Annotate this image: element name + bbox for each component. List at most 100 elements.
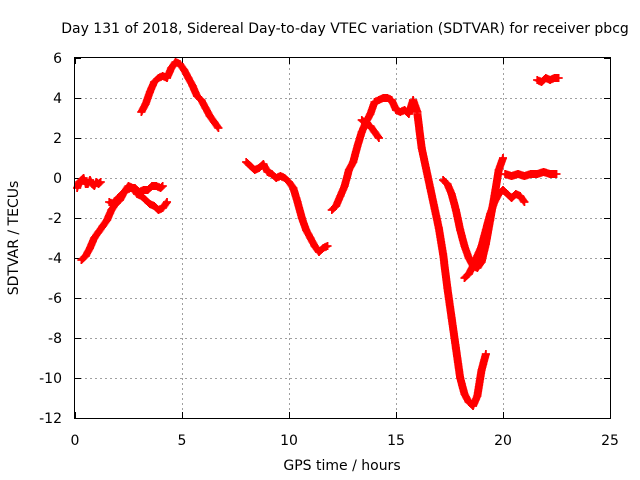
data-point	[163, 74, 172, 82]
y-tick-label: 4	[53, 91, 62, 107]
series-arc-2	[77, 182, 172, 264]
data-point	[109, 200, 118, 208]
data-point	[105, 198, 114, 206]
y-tick-label: -12	[39, 411, 62, 427]
data-point	[546, 76, 555, 84]
data-point	[426, 184, 435, 192]
data-point	[310, 242, 319, 250]
data-point	[456, 374, 465, 382]
data-point	[464, 398, 473, 406]
chart-title: Day 131 of 2018, Sidereal Day-to-day VTE…	[61, 21, 629, 37]
data-point	[141, 100, 150, 108]
data-point	[396, 108, 405, 116]
data-point	[499, 154, 507, 162]
data-point	[511, 190, 520, 198]
data-point	[201, 104, 210, 112]
data-point	[541, 74, 550, 82]
data-point	[349, 158, 358, 166]
data-point	[546, 170, 555, 178]
series-arc-12	[533, 74, 563, 86]
data-point	[293, 198, 302, 206]
data-point	[184, 74, 193, 82]
data-point	[263, 168, 272, 176]
series-markers	[242, 158, 332, 256]
data-point	[473, 252, 482, 260]
series-arc-4	[137, 58, 223, 132]
data-point	[327, 206, 336, 214]
series-arc-10	[460, 186, 529, 282]
y-tick-label: 2	[53, 131, 62, 147]
series-arc-5	[242, 158, 332, 256]
data-point	[456, 226, 465, 234]
data-point	[507, 194, 516, 202]
data-point	[107, 206, 116, 214]
data-point	[130, 184, 139, 192]
data-point	[272, 174, 281, 182]
data-point	[516, 192, 525, 200]
data-point	[499, 186, 507, 194]
data-point	[302, 226, 311, 234]
data-point	[362, 120, 371, 128]
data-point	[413, 110, 422, 118]
data-point	[477, 366, 486, 374]
series-arc-8	[413, 110, 490, 410]
data-point	[113, 194, 122, 202]
x-tick-label: 20	[494, 433, 512, 449]
data-point	[366, 110, 375, 118]
data-point	[297, 214, 306, 222]
data-point	[340, 182, 349, 190]
data-point	[439, 250, 448, 258]
data-point	[464, 270, 473, 278]
data-point	[370, 128, 379, 136]
data-point	[90, 234, 99, 242]
data-point	[323, 242, 332, 250]
data-point	[246, 162, 255, 170]
data-point	[370, 98, 379, 106]
data-point	[387, 96, 396, 104]
series-arc-9	[439, 154, 507, 272]
data-point	[434, 224, 443, 232]
data-point	[539, 168, 548, 176]
tick-labels: 0 5 10 15 20 25 -12 -10 -8 -6 -4 -2 0 2 4 6	[39, 51, 619, 449]
data-point	[392, 106, 400, 114]
data-point	[357, 116, 366, 124]
series-markers	[439, 154, 507, 272]
data-point	[443, 180, 452, 188]
data-point	[481, 350, 490, 358]
data-point	[533, 76, 542, 84]
series-arc-1	[73, 174, 105, 192]
data-point	[404, 110, 413, 118]
data-point	[289, 184, 298, 192]
series-arc-11	[501, 168, 561, 180]
data-point	[332, 202, 341, 210]
data-point	[417, 144, 426, 152]
plot-frame	[74, 57, 611, 419]
data-point	[460, 242, 469, 250]
data-point	[447, 314, 456, 322]
data-point	[167, 64, 176, 72]
x-tick-label: 5	[178, 433, 187, 449]
data-point	[145, 88, 154, 96]
data-point	[473, 392, 482, 400]
data-point	[486, 210, 495, 218]
data-point	[494, 190, 503, 198]
data-point	[520, 172, 529, 180]
data-point	[255, 164, 264, 172]
data-layer	[73, 58, 563, 410]
data-point	[267, 170, 276, 178]
y-axis-label: SDTVAR / TECUs	[6, 181, 22, 296]
data-point	[503, 190, 512, 198]
data-point	[85, 244, 94, 252]
y-tick-label: -6	[48, 291, 62, 307]
data-point	[98, 222, 107, 230]
data-point	[188, 82, 197, 90]
data-point	[158, 204, 167, 212]
y-tick-label: -8	[48, 331, 62, 347]
data-point	[242, 158, 251, 166]
data-point	[421, 164, 430, 172]
data-point	[552, 170, 561, 178]
data-point	[494, 166, 503, 174]
y-tick-label: -2	[48, 211, 62, 227]
data-point	[118, 190, 127, 198]
